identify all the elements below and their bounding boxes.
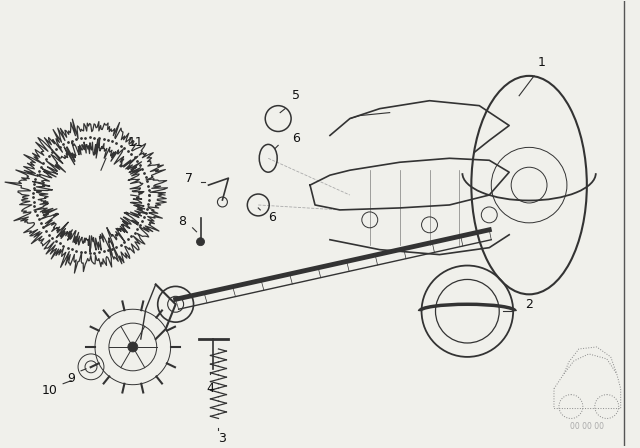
Text: 6: 6	[292, 132, 300, 145]
Text: 10: 10	[41, 384, 57, 397]
Text: 9: 9	[67, 372, 75, 385]
Text: 8: 8	[179, 215, 187, 228]
Text: 6: 6	[268, 211, 276, 224]
Circle shape	[128, 342, 138, 352]
Text: 4: 4	[207, 382, 214, 395]
Text: 11: 11	[128, 136, 143, 149]
Text: 00 00 00: 00 00 00	[570, 422, 604, 431]
Text: 5: 5	[292, 89, 300, 102]
Text: 1: 1	[538, 56, 546, 69]
Text: 2: 2	[525, 298, 533, 311]
Text: 3: 3	[218, 432, 227, 445]
Circle shape	[196, 238, 205, 246]
Text: 7: 7	[184, 172, 193, 185]
